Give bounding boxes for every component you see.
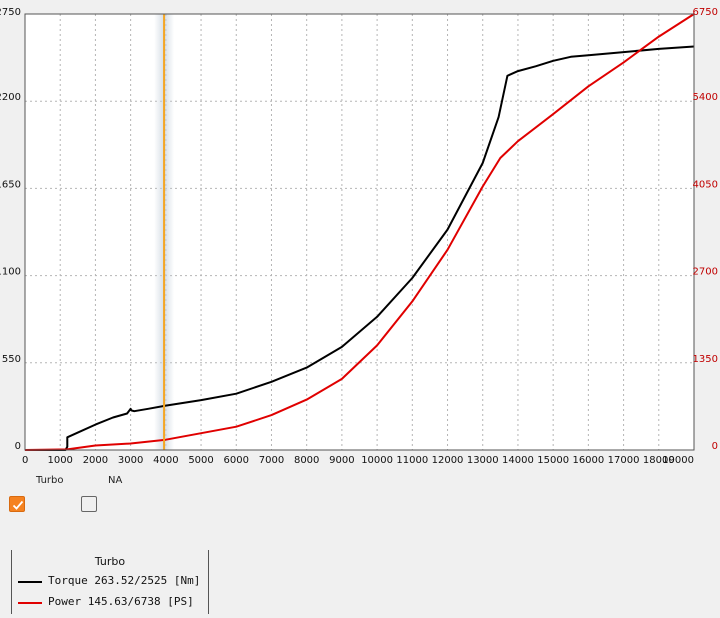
turbo-checkbox[interactable] bbox=[9, 496, 25, 512]
x-tick-label: 7000 bbox=[259, 455, 284, 466]
x-tick-label: 0 bbox=[22, 455, 28, 466]
selector-label-na: NA bbox=[108, 475, 123, 486]
x-tick-label: 13000 bbox=[467, 455, 499, 466]
y-right-tick-label: 2700 bbox=[693, 267, 718, 278]
legend-text-torque: Torque 263.52/2525 [Nm] bbox=[48, 574, 201, 587]
y-left-tick-label: 550 bbox=[2, 354, 21, 365]
y-right-tick-label: 6750 bbox=[693, 7, 718, 18]
y-left-tick-label: 2200 bbox=[0, 92, 21, 103]
selector-label-turbo: Turbo bbox=[36, 475, 64, 486]
checkmark-icon bbox=[12, 500, 24, 510]
y-left-tick-label: 1650 bbox=[0, 179, 21, 190]
x-tick-label: 17000 bbox=[608, 455, 640, 466]
x-tick-label: 11000 bbox=[396, 455, 428, 466]
series-line-power bbox=[24, 13, 695, 451]
legend: Turbo Torque 263.52/2525 [Nm] Power 145.… bbox=[11, 550, 209, 614]
y-right-tick-label: 4050 bbox=[693, 179, 718, 190]
y-right-tick-label: 0 bbox=[712, 441, 718, 452]
x-tick-label: 18000 bbox=[643, 455, 675, 466]
x-tick-label: 10000 bbox=[361, 455, 393, 466]
na-checkbox[interactable] bbox=[81, 496, 97, 512]
x-tick-label: 6000 bbox=[224, 455, 249, 466]
y-left-tick-label: 0 bbox=[15, 441, 21, 452]
legend-text-power: Power 145.63/6738 [PS] bbox=[48, 595, 194, 608]
x-tick-label: 1000 bbox=[47, 455, 72, 466]
x-tick-label: 14000 bbox=[502, 455, 534, 466]
series-line-torque bbox=[25, 45, 695, 451]
y-left-tick-label: 1100 bbox=[0, 267, 21, 278]
x-tick-label: 15000 bbox=[537, 455, 569, 466]
x-tick-label: 19000 bbox=[662, 455, 694, 466]
plot-frame bbox=[24, 13, 695, 451]
x-tick-label: 5000 bbox=[188, 455, 213, 466]
axis-ticks: 0 1000 2000 3000 4000 5000 6000 7000 8000 9000 100… bbox=[0, 7, 718, 466]
x-tick-label: 16000 bbox=[572, 455, 604, 466]
x-tick-label: 9000 bbox=[329, 455, 354, 466]
y-right-tick-label: 5400 bbox=[693, 92, 718, 103]
x-tick-label: 4000 bbox=[153, 455, 178, 466]
x-tick-label: 2000 bbox=[83, 455, 108, 466]
series-layer bbox=[24, 13, 695, 451]
chart[interactable]: 0 1000 2000 3000 4000 5000 6000 7000 8000 9000 100… bbox=[0, 0, 720, 470]
legend-swatch-power bbox=[18, 602, 42, 604]
legend-title: Turbo bbox=[94, 555, 126, 568]
grid bbox=[25, 14, 694, 450]
legend-swatch-torque bbox=[18, 581, 42, 583]
x-tick-label: 3000 bbox=[118, 455, 143, 466]
y-left-tick-label: 2750 bbox=[0, 7, 21, 18]
plot-area[interactable] bbox=[25, 14, 694, 450]
y-right-tick-label: 1350 bbox=[693, 354, 718, 365]
x-tick-label: 12000 bbox=[432, 455, 464, 466]
x-tick-label: 8000 bbox=[294, 455, 319, 466]
